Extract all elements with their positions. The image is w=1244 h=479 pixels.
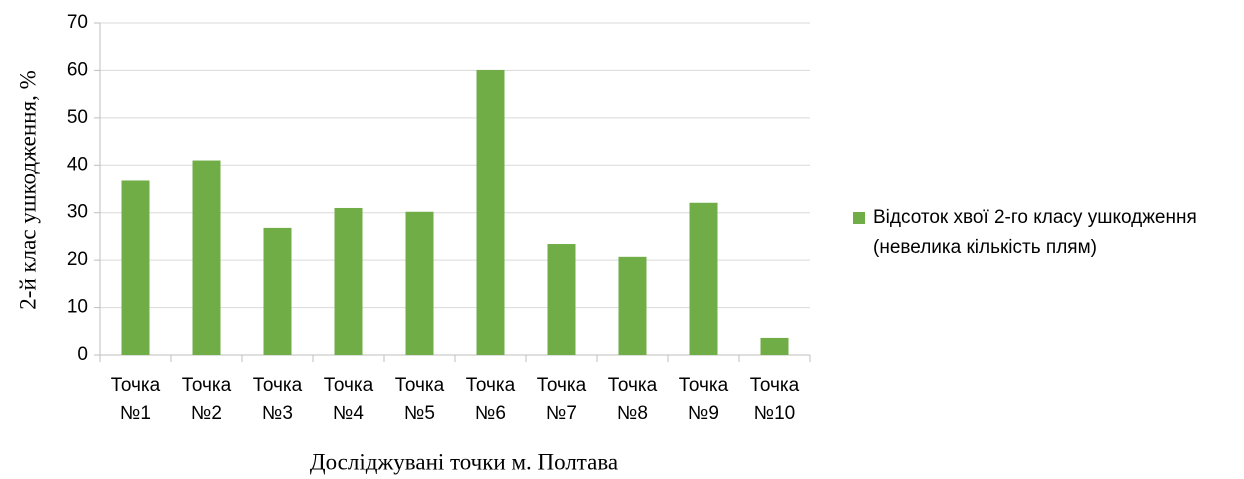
x-tick-label: Точка №4 [323,375,374,424]
x-tick-label: Точка №2 [181,375,232,424]
x-tick-label: Точка №5 [394,375,445,424]
x-tick-label: Точка №3 [252,375,303,424]
y-tick-label: 40 [67,154,88,175]
y-tick-label: 60 [67,59,88,80]
y-tick-label: 50 [67,107,88,128]
bar [334,207,363,355]
bar [192,160,221,355]
bar [760,337,789,355]
y-axis-title: 2-й клас ушкодження, % [15,70,40,309]
bar [618,256,647,355]
legend-swatch [853,212,865,224]
y-tick-label: 30 [67,202,88,223]
bar [689,202,718,355]
x-tick-label: Точка №8 [607,375,658,424]
x-axis-title: Досліджувані точки м. Полтава [310,449,618,474]
bar [263,227,292,355]
bar [547,244,576,355]
bar [405,211,434,355]
bar [121,180,150,355]
y-tick-label: 20 [67,249,88,270]
x-tick-label: Точка №10 [749,375,800,424]
y-tick-label: 10 [67,297,88,318]
x-tick-label: Точка №9 [678,375,729,424]
legend-label: Відсоток хвої 2-го класу ушкодження (нев… [873,207,1197,258]
x-tick-label: Точка №7 [536,375,587,424]
x-tick-label: Точка №6 [465,375,516,424]
y-tick-label: 0 [77,344,88,365]
x-tick-label: Точка №1 [110,375,161,424]
y-tick-label: 70 [67,12,88,33]
bar [476,69,505,355]
